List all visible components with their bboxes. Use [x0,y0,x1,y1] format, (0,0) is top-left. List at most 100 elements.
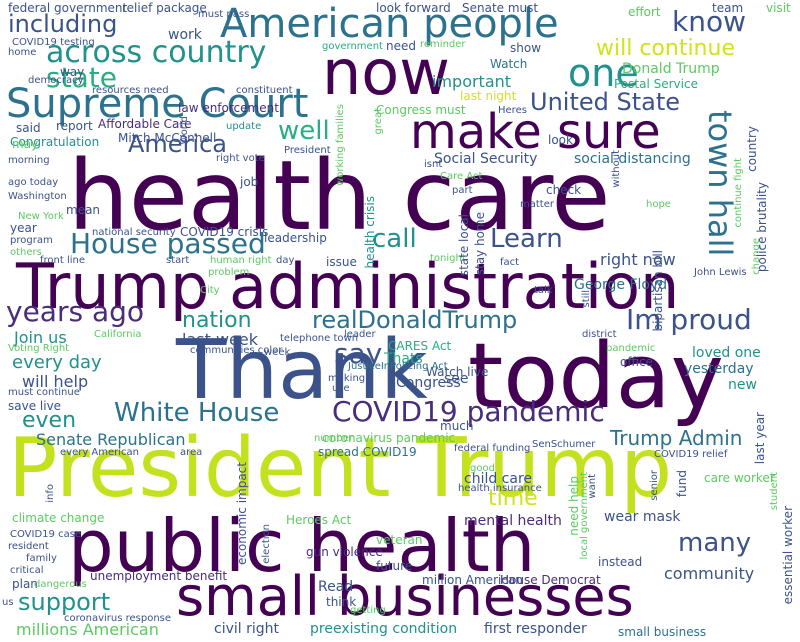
word: number [314,433,354,444]
word: dangerous [34,579,87,590]
word: years ago [6,295,145,328]
word: future [376,559,413,573]
word: morning [8,155,50,166]
word: House passed [70,227,266,260]
word: use [332,383,350,394]
word: Im proud [626,303,752,336]
word: will continue [596,36,735,61]
word: federal government [8,1,128,15]
word: report [56,119,93,133]
word: leadership [264,231,327,245]
word: Congress must [376,103,466,117]
word: right vote [216,153,265,164]
word: office [620,355,653,369]
word: important [432,72,512,91]
word: problem [208,267,250,278]
word: public health [68,504,536,588]
word: program [10,235,53,246]
word: COVID19 pandemic [332,395,605,428]
word: effort [628,5,661,19]
word: nation [182,308,252,333]
word: will help [22,372,89,391]
word: SenSchumer [532,439,596,450]
word: home [8,47,37,58]
word: may [12,137,39,151]
word: election [261,524,272,564]
word: Care Act [440,171,483,182]
word: America [128,130,227,158]
word: Washington [8,191,67,202]
word: Watch [490,57,528,71]
word: job [240,175,259,189]
word: Supreme Court [6,81,309,127]
word: way [60,65,85,79]
word: family [26,553,57,564]
word: new [728,377,757,393]
word: isnt [424,159,443,170]
word: tonight [430,253,466,264]
word: JusticeInPolicing Act [348,361,448,372]
word: right now [600,250,676,269]
word: work [168,27,202,43]
word: Postal Service [614,77,698,91]
word: day [276,255,295,266]
word: think [326,595,357,609]
word: COVID19 relief [654,449,728,460]
word: coronavirus response [64,613,172,624]
word: including [8,10,118,38]
word: hope [646,199,671,210]
word: even [22,408,77,433]
word: Congress [396,375,461,391]
word: resources need [92,85,169,96]
word: child care [464,471,533,487]
word: last night [460,89,517,103]
word: loved one [692,345,761,361]
word: town hall [701,110,739,257]
word: law enforcement [178,101,279,115]
word: Learn [490,224,563,254]
word: COVID19 case [10,529,82,540]
word: Mitch McConnell [118,131,217,145]
word: others [10,247,42,258]
word: police brutality [755,182,769,273]
word: mean [66,203,101,217]
word: well [278,116,330,146]
word: mental health [464,513,562,529]
word: look [548,133,573,147]
word: first responder [484,621,587,637]
word: President [284,145,331,156]
word: democracy [28,75,84,86]
word: Thats [384,351,423,367]
word: community [664,564,755,583]
word: Social Security [434,151,538,167]
word: much [440,419,474,433]
word: California [94,329,142,340]
word: good [470,463,495,474]
word: start [166,255,190,266]
word: many [678,528,752,558]
word: health crisis [363,196,377,269]
word: make sure [410,104,661,160]
word: gun violence [306,545,383,559]
word: bipartisan bill [651,250,665,332]
word: plan [12,577,38,591]
word: Join us [14,328,67,347]
word: every day [12,352,102,373]
word: pandemic [606,343,656,354]
word: essential worker [781,506,795,605]
word: state local [457,214,471,277]
word: continue fight [733,158,744,228]
word: update [226,121,262,132]
word: across country [46,35,267,70]
word: Trump Admin [610,426,743,450]
word: now [322,36,450,109]
word: President Trump [8,421,673,516]
word: great [373,108,384,135]
word: Senate Republican [36,430,186,449]
word: Affordable Care [98,117,192,131]
word: care worker [704,471,775,485]
word: telephone town [280,333,359,344]
word: relief package [122,1,207,15]
word: unemployment benefit [90,569,228,583]
